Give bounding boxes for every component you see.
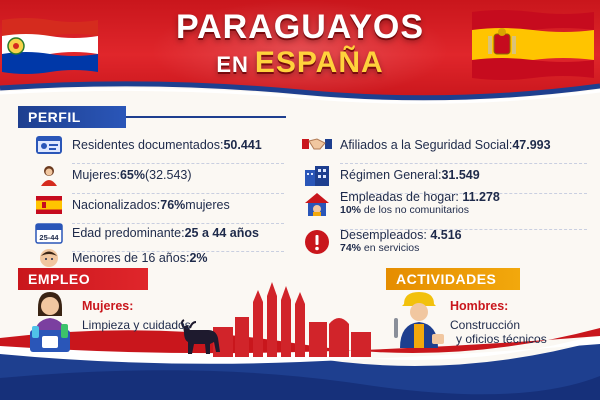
- stat-label: Desempleados:: [340, 228, 431, 242]
- stat-afiliados: Afiliados a la Seguridad Social: 47.993: [302, 132, 587, 164]
- stat-label: Menores de 16 años:: [72, 251, 190, 265]
- alert-icon: [302, 228, 332, 256]
- calendar-icon-text: 25-44: [39, 233, 59, 242]
- house-icon: [302, 190, 332, 218]
- stat-extra: (32.543): [144, 168, 192, 182]
- stat-nacionalizados: Nacionalizados: 76% mujeres: [34, 192, 284, 224]
- stat-sub-value: 74%: [340, 242, 362, 254]
- stat-residentes: Residentes documentados: 50.441: [34, 132, 284, 164]
- empleo-heading: Mujeres:: [82, 299, 134, 313]
- stat-value: 11.278: [462, 190, 500, 204]
- section-actividades-label: ACTIVIDADES: [386, 268, 520, 290]
- handshake-icon: [302, 134, 332, 156]
- madrid-skyline-icon: [213, 282, 371, 357]
- page-subtitle: EN ESPAÑA: [0, 46, 600, 80]
- cleaning-woman-icon: [30, 292, 70, 352]
- stat-value: 25 a 44 años: [184, 226, 259, 240]
- section-perfil-label: PERFIL: [18, 106, 126, 128]
- stat-mujeres: Mujeres: 65% (32.543): [34, 162, 284, 194]
- empleo-text: Limpieza y cuidados: [82, 318, 191, 332]
- child-icon: [34, 247, 64, 269]
- page-title: PARAGUAYOS: [175, 8, 425, 46]
- building-icon: [302, 164, 332, 186]
- spain-flag-icon: [472, 10, 594, 80]
- stat-value: 76%: [160, 198, 186, 212]
- construction-worker-icon: [394, 292, 444, 348]
- stat-sub-text: en servicios: [361, 242, 420, 254]
- bull-icon: [181, 319, 220, 354]
- stat-value: 50.441: [223, 138, 262, 152]
- stat-label: Nacionalizados:: [72, 198, 161, 212]
- spain-flag-icon: [34, 194, 64, 216]
- stat-label: Afiliados a la Seguridad Social:: [340, 138, 513, 152]
- stat-menores: Menores de 16 años: 2%: [34, 246, 284, 270]
- header-wave: [0, 81, 600, 108]
- bottom-wave-decoration: [0, 328, 600, 400]
- stat-value: 65%: [119, 168, 145, 182]
- stat-extra: mujeres: [185, 198, 230, 212]
- calendar-icon: 25-44: [34, 222, 64, 244]
- stat-label: Régimen General:: [340, 168, 442, 182]
- stat-sub-value: 10%: [340, 204, 362, 216]
- stat-desempleados: Desempleados: 4.516 74% en servicios: [302, 228, 587, 262]
- actividades-heading: Hombres:: [450, 299, 509, 313]
- woman-icon: [34, 164, 64, 186]
- paraguay-flag-icon: [2, 18, 98, 74]
- section-empleo-label: EMPLEO: [18, 268, 148, 290]
- divider: [126, 116, 286, 118]
- stat-value: 4.516: [430, 228, 462, 242]
- stat-value: 2%: [189, 251, 208, 265]
- stat-value: 31.549: [441, 168, 480, 182]
- actividades-line1: Construcción: [450, 318, 521, 332]
- stat-label: Residentes documentados:: [72, 138, 224, 152]
- stat-regimen: Régimen General: 31.549: [302, 162, 587, 194]
- stat-label: Mujeres:: [72, 168, 120, 182]
- stat-label: Edad predominante:: [72, 226, 185, 240]
- stat-value: 47.993: [512, 138, 551, 152]
- id-card-icon: [34, 134, 64, 156]
- stat-label: Empleadas de hogar:: [340, 190, 463, 204]
- stat-sub-text: de los no comunitarios: [361, 204, 469, 216]
- actividades-line2: y oficios técnicos: [456, 332, 547, 346]
- subtitle-en: EN: [216, 52, 249, 77]
- subtitle-country: ESPAÑA: [254, 46, 384, 79]
- stat-empleadas-hogar: Empleadas de hogar: 11.278 10% de los no…: [302, 190, 587, 230]
- stat-edad: 25-44 Edad predominante: 25 a 44 años: [34, 220, 284, 252]
